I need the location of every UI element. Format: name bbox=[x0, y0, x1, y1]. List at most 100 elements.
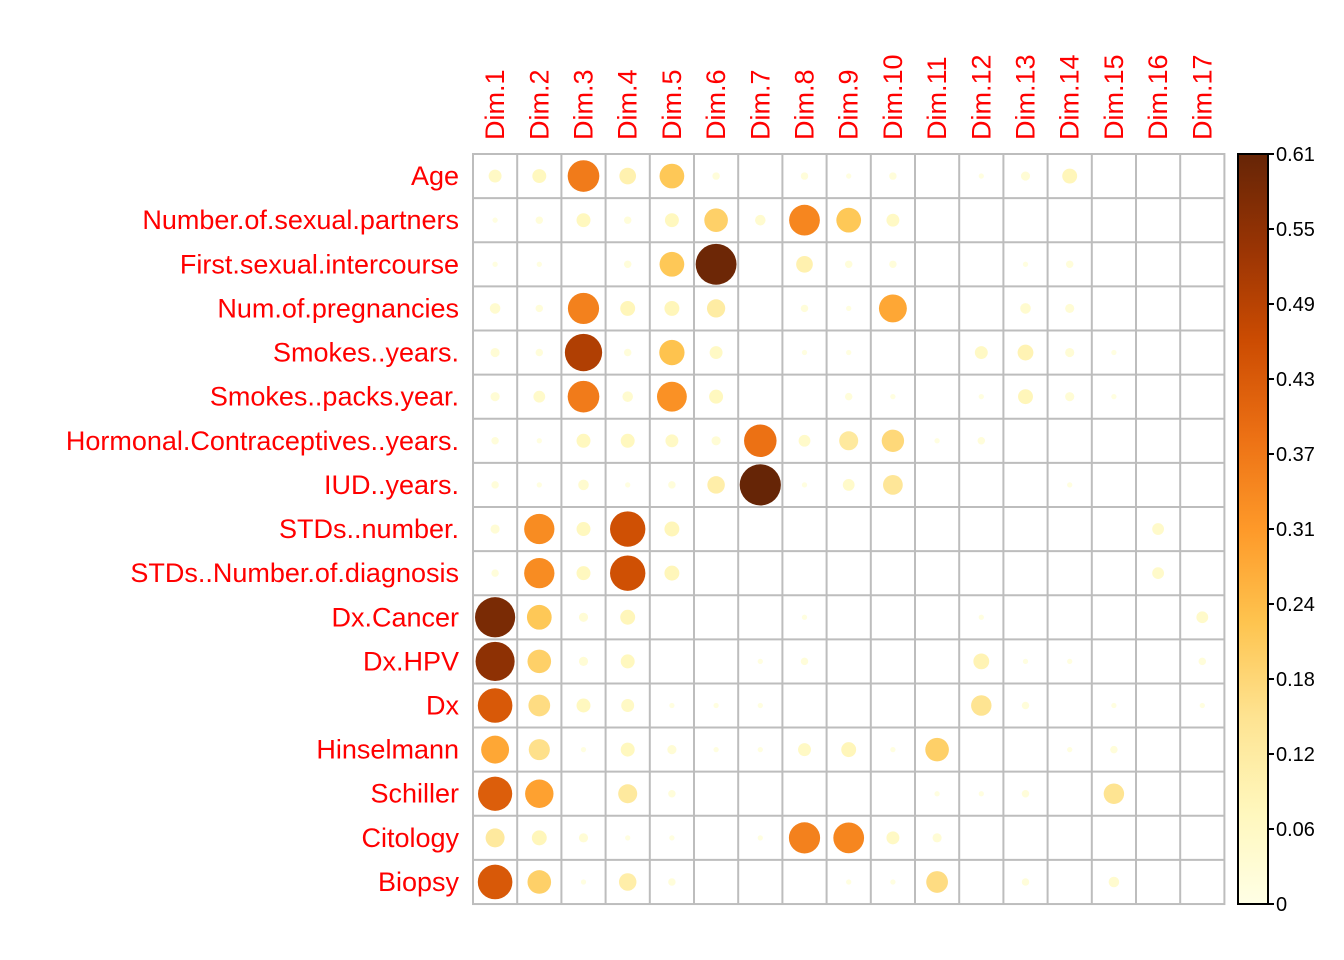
correlation-circle bbox=[669, 702, 675, 709]
color-legend-tick-label: 0.37 bbox=[1276, 444, 1315, 466]
color-legend-tick-label: 0.49 bbox=[1276, 294, 1315, 316]
correlation-circle bbox=[789, 204, 820, 236]
column-label: Dim.17 bbox=[1187, 54, 1217, 140]
correlation-circle bbox=[1111, 394, 1117, 400]
correlation-circle bbox=[576, 433, 591, 448]
correlation-circle bbox=[488, 169, 502, 183]
correlation-circle bbox=[490, 524, 500, 534]
correlation-circle bbox=[623, 348, 632, 357]
column-label: Dim.4 bbox=[613, 69, 643, 140]
correlation-circle bbox=[1103, 783, 1125, 804]
correlation-circle bbox=[712, 172, 720, 180]
correlation-circle bbox=[659, 163, 685, 189]
correlation-circle bbox=[800, 172, 809, 180]
correlation-circle bbox=[619, 167, 637, 185]
color-legend-tick-label: 0.31 bbox=[1276, 519, 1315, 541]
correlation-circle bbox=[1108, 876, 1120, 888]
correlation-circle bbox=[1022, 658, 1029, 665]
correlation-circle bbox=[925, 737, 949, 762]
correlation-circle bbox=[564, 333, 603, 372]
correlation-circle bbox=[527, 870, 552, 894]
row-label: Citology bbox=[361, 823, 459, 853]
correlation-circle bbox=[757, 835, 763, 841]
correlation-circle bbox=[536, 261, 542, 267]
correlation-circle bbox=[492, 261, 498, 267]
row-label: Biopsy bbox=[378, 867, 460, 897]
correlation-circle bbox=[664, 300, 680, 316]
correlation-circle bbox=[478, 776, 513, 811]
correlation-circle bbox=[576, 566, 591, 581]
color-legend-tick-label: 0.55 bbox=[1276, 219, 1315, 241]
correlation-circle bbox=[978, 173, 984, 179]
correlation-circle bbox=[576, 213, 591, 228]
correlation-circle bbox=[620, 654, 635, 669]
plot-frame bbox=[472, 153, 1226, 906]
correlation-circle bbox=[475, 641, 515, 681]
correlation-circle bbox=[1020, 303, 1031, 314]
correlation-circle bbox=[535, 216, 544, 224]
column-label: Dim.9 bbox=[834, 69, 864, 140]
color-legend-tick-label: 0.18 bbox=[1276, 669, 1315, 691]
correlation-circle bbox=[801, 614, 808, 620]
correlation-circle bbox=[620, 609, 636, 625]
correlation-circle bbox=[664, 213, 679, 228]
correlation-circle bbox=[973, 653, 990, 670]
correlation-circle bbox=[527, 649, 552, 674]
correlation-circle bbox=[492, 217, 498, 223]
correlation-circle bbox=[489, 303, 501, 314]
correlation-circle bbox=[531, 830, 547, 846]
column-labels: Dim.1 Dim.2 Dim.3 Dim.4 Dim.5 Dim.6 Dim.7 Dim.8… bbox=[480, 54, 1217, 140]
correlation-circle bbox=[1152, 523, 1164, 535]
correlation-circle bbox=[667, 745, 677, 755]
correlation-circle bbox=[713, 702, 719, 709]
correlation-circle bbox=[1062, 168, 1078, 184]
correlation-circle bbox=[706, 299, 726, 318]
correlation-circle bbox=[796, 255, 813, 273]
column-label: Dim.5 bbox=[657, 69, 687, 140]
correlation-circle bbox=[846, 305, 852, 312]
row-label: Age bbox=[411, 161, 459, 191]
column-label: Dim.16 bbox=[1143, 54, 1173, 140]
correlation-circle bbox=[1198, 657, 1207, 666]
color-legend-tick-label: 0.06 bbox=[1276, 819, 1315, 841]
correlation-circle bbox=[620, 300, 636, 316]
correlation-circle bbox=[1022, 261, 1029, 267]
correlation-circle bbox=[844, 392, 853, 401]
correlation-circle bbox=[889, 260, 897, 269]
column-label: Dim.7 bbox=[745, 69, 775, 140]
row-label: Number.of.sexual.partners bbox=[142, 205, 459, 235]
correlation-circle bbox=[890, 879, 896, 885]
correlation-circle bbox=[695, 243, 737, 285]
correlation-circle bbox=[707, 476, 725, 494]
correlation-circle bbox=[788, 822, 821, 854]
correlation-circle bbox=[1067, 482, 1073, 488]
correlation-circle bbox=[621, 699, 635, 712]
correlation-circle bbox=[977, 437, 986, 445]
color-legend-tick-label: 0.12 bbox=[1276, 744, 1315, 766]
correlation-circle bbox=[491, 437, 499, 445]
row-label: STDs..Number.of.diagnosis bbox=[130, 558, 459, 588]
correlation-circle bbox=[668, 481, 676, 489]
correlation-circle bbox=[844, 260, 853, 269]
color-legend-tick-label: 0.43 bbox=[1276, 369, 1315, 391]
correlation-circle bbox=[934, 438, 940, 444]
correlation-circle bbox=[622, 391, 633, 402]
correlation-circle bbox=[578, 612, 589, 622]
correlation-circle bbox=[477, 864, 513, 900]
correlation-circle bbox=[890, 394, 896, 400]
correlation-circle bbox=[625, 482, 631, 488]
correlation-circle bbox=[1020, 171, 1031, 181]
correlation-circle bbox=[576, 698, 591, 713]
column-label: Dim.6 bbox=[701, 69, 731, 140]
correlation-circle bbox=[1111, 702, 1117, 709]
row-label: STDs..number. bbox=[279, 514, 459, 544]
correlation-circle bbox=[535, 348, 544, 357]
column-label: Dim.12 bbox=[966, 54, 996, 140]
correlation-circle bbox=[836, 207, 862, 233]
correlation-circle bbox=[567, 380, 600, 413]
correlation-circle bbox=[1065, 303, 1075, 313]
correlation-circle bbox=[711, 436, 721, 446]
correlation-circle bbox=[846, 879, 852, 885]
correlation-circle bbox=[536, 482, 542, 488]
correlation-circle bbox=[578, 833, 589, 843]
